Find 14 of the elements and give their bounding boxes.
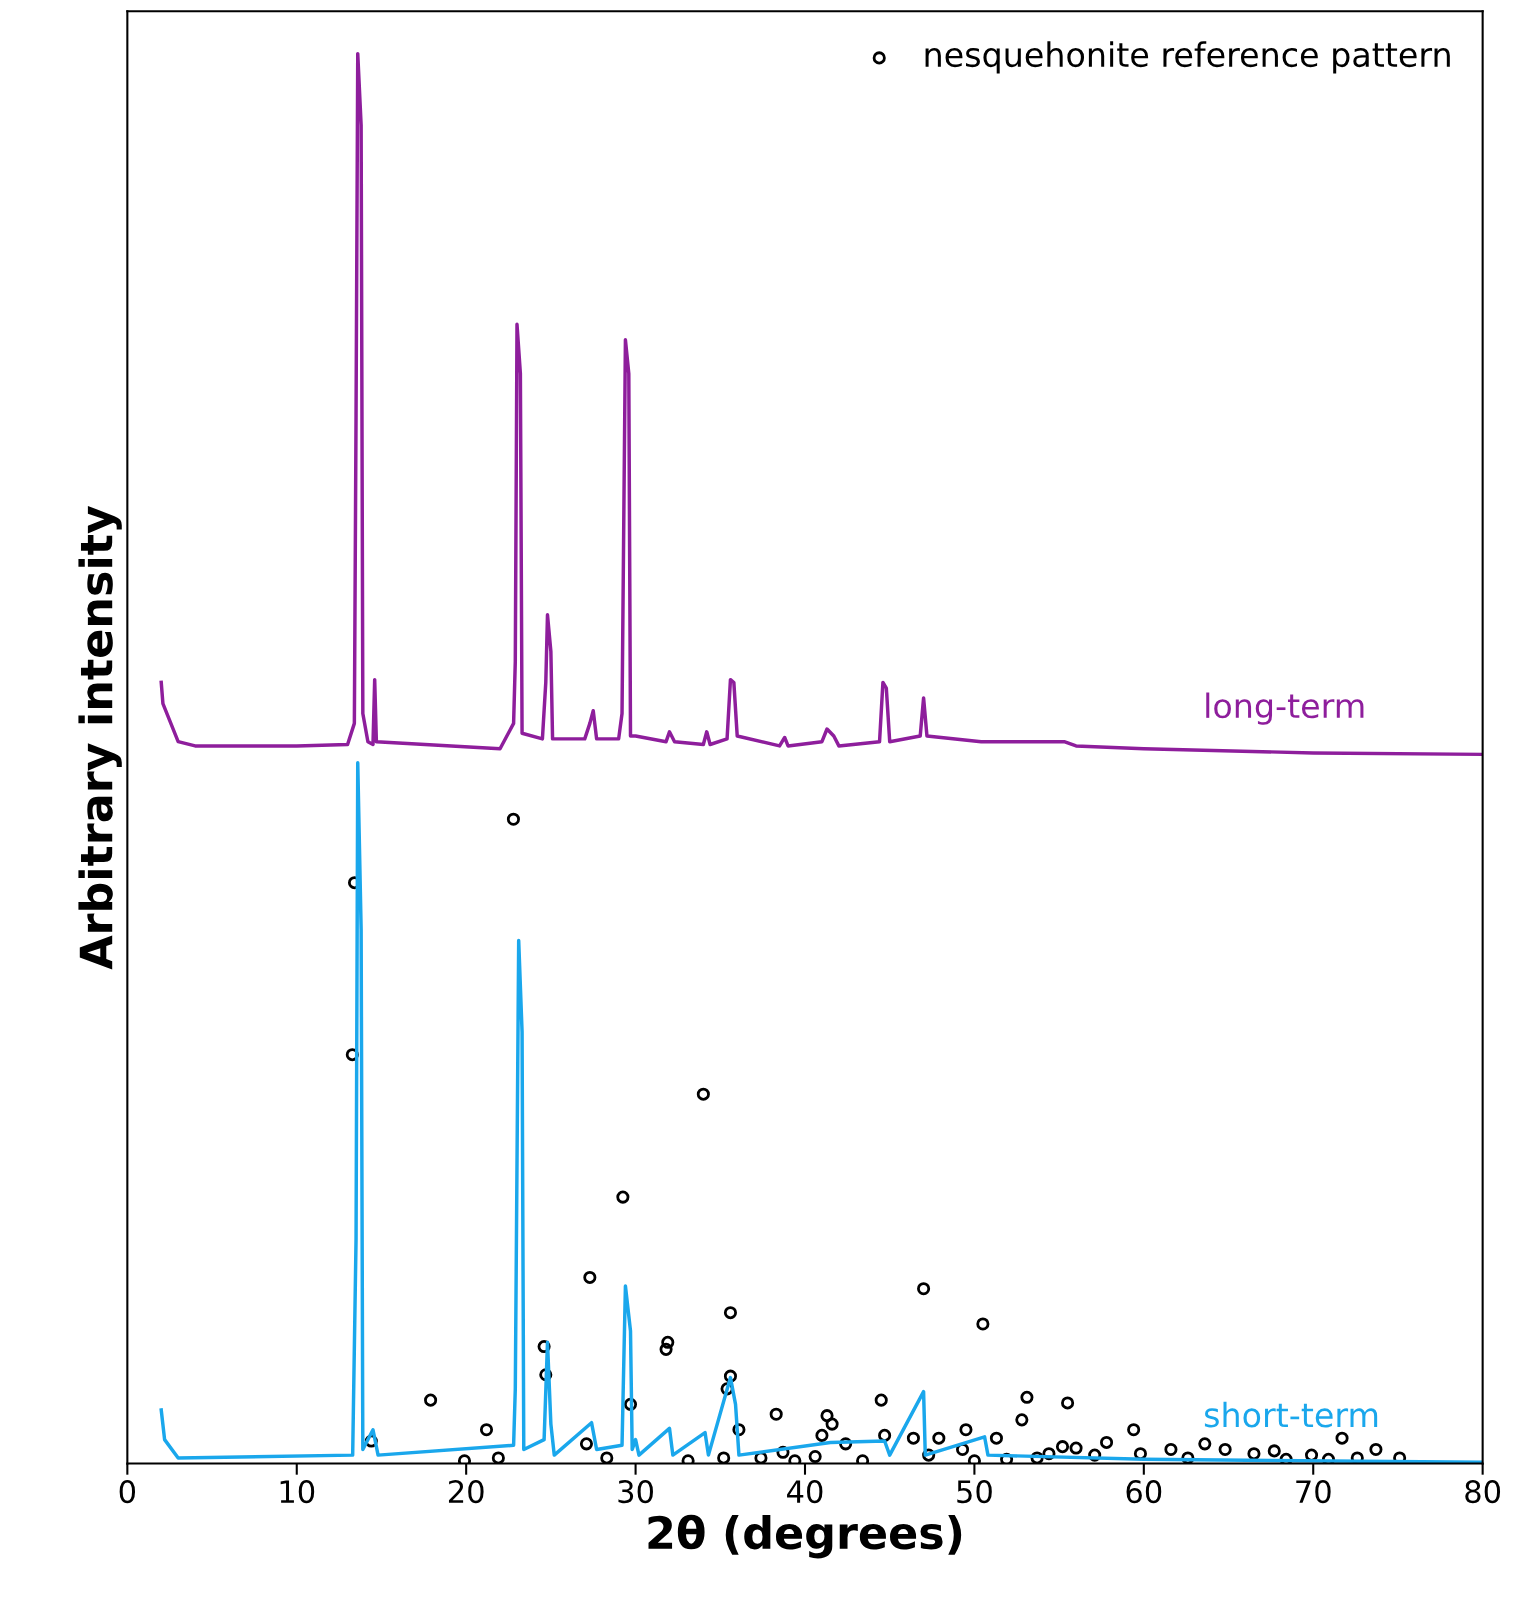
x-tick-label: 80 <box>1465 1480 1501 1504</box>
x-tick-label: 50 <box>957 1480 992 1504</box>
x-tick-label: 30 <box>618 1480 653 1504</box>
x-tick-label: 20 <box>448 1480 484 1504</box>
series-label: short-term <box>1204 1401 1378 1428</box>
x-tick-label: 10 <box>280 1480 315 1504</box>
x-tick-label: 60 <box>1126 1480 1162 1504</box>
x-tick-label: 40 <box>787 1480 823 1504</box>
legend-label: nesquehonite reference pattern <box>925 41 1450 74</box>
x-tick-label: 70 <box>1296 1480 1331 1504</box>
y-axis-title: Arbitrary intensity <box>78 505 122 970</box>
series-label: long-term <box>1206 692 1364 725</box>
x-tick-label: 0 <box>119 1480 136 1504</box>
x-axis-title: 2θ (degrees) <box>648 1514 962 1559</box>
